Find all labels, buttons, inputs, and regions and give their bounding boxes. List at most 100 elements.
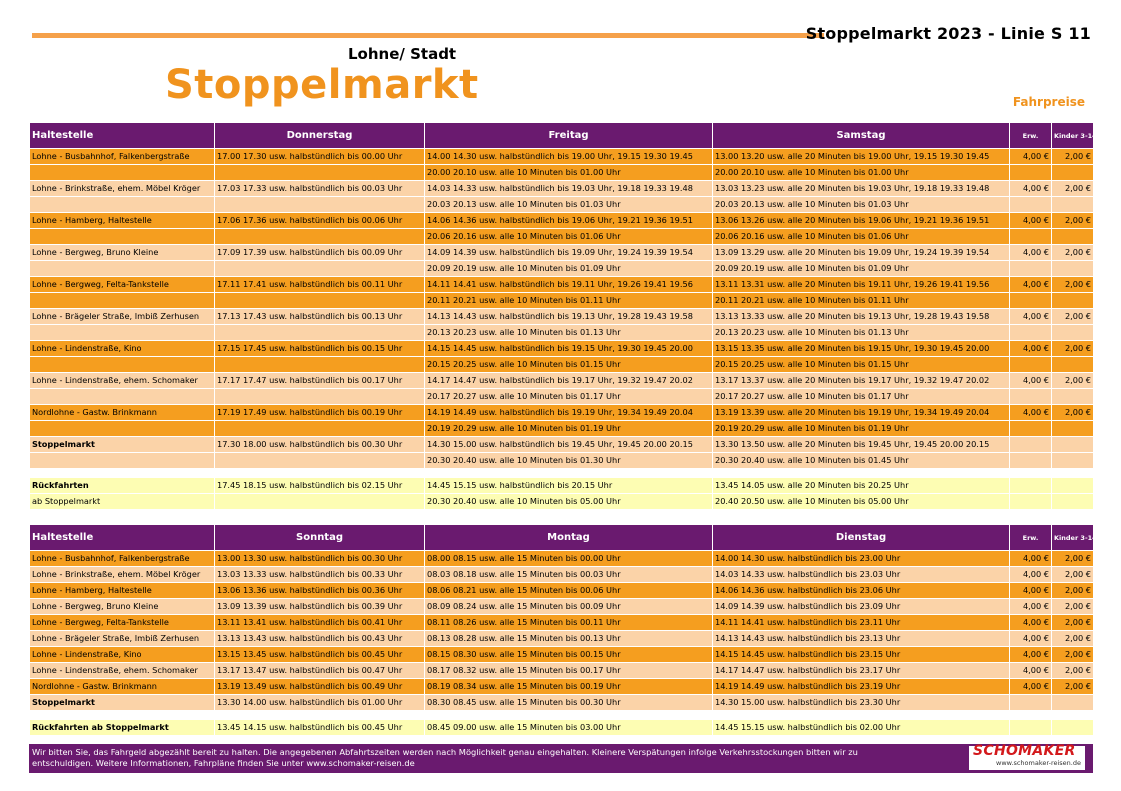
stop-name-cell: Rückfahrten <box>29 477 215 494</box>
child-fare-cell <box>1051 694 1094 711</box>
adult-fare-cell: 4,00 € <box>1009 582 1052 599</box>
table-row: Lohne - Hamberg, Haltestelle 13.06 13.36 … <box>29 582 1094 599</box>
header-accent-line <box>32 33 824 38</box>
schedule-cell: 17.19 17.49 usw. halbstündlich bis 00.19… <box>214 404 425 421</box>
schedule-cell: 14.03 14.33 usw. halbstündlich bis 23.03… <box>712 566 1010 583</box>
stop-name-cell: Lohne - Lindenstraße, Kino <box>29 340 215 357</box>
child-fare-cell <box>1051 719 1094 736</box>
adult-fare-cell: 4,00 € <box>1009 598 1052 615</box>
schedule-cell: 20.11 20.21 usw. alle 10 Minuten bis 01.… <box>712 292 1010 309</box>
table-row: Nordlohne - Gastw. Brinkmann 13.19 13.49 … <box>29 678 1094 695</box>
child-fare-cell: 2,00 € <box>1051 340 1094 357</box>
schedule-cell <box>214 468 425 478</box>
schedule-cell: 14.15 14.45 usw. halbstündlich bis 19.15… <box>424 340 713 357</box>
schedule-cell <box>214 356 425 373</box>
child-fare-cell: 2,00 € <box>1051 276 1094 293</box>
schedule-cell <box>214 228 425 245</box>
adult-fare-cell <box>1009 493 1052 510</box>
child-fare-cell <box>1051 196 1094 213</box>
adult-fare-cell <box>1009 710 1052 720</box>
adult-fare-cell: 4,00 € <box>1009 308 1052 325</box>
table-row: Stoppelmarkt 17.30 18.00 usw. halbstündli… <box>29 436 1094 453</box>
adult-fare-cell: 4,00 € <box>1009 372 1052 389</box>
stop-name-cell: Stoppelmarkt <box>29 694 215 711</box>
schedule-cell <box>214 164 425 181</box>
schedule-cell <box>214 452 425 469</box>
stop-name-cell: Lohne - Hamberg, Haltestelle <box>29 582 215 599</box>
stop-name-cell: Lohne - Brinkstraße, ehem. Möbel Kröger <box>29 180 215 197</box>
stop-name-cell: Lohne - Busbahnhof, Falkenbergstraße <box>29 550 215 567</box>
schedule-cell: 08.09 08.24 usw. alle 15 Minuten bis 00.… <box>424 598 713 615</box>
table-row: 20.13 20.23 usw. alle 10 Minuten bis 01.… <box>29 324 1094 341</box>
schedule-cell: 08.00 08.15 usw. alle 15 Minuten bis 00.… <box>424 550 713 567</box>
column-header-sunday: Sonntag <box>214 524 425 551</box>
schedule-cell: 20.30 20.40 usw. alle 10 Minuten bis 01.… <box>712 452 1010 469</box>
schedule-cell: 14.00 14.30 usw. halbstündlich bis 19.00… <box>424 148 713 165</box>
schedule-cell: 20.30 20.40 usw. alle 10 Minuten bis 05.… <box>424 493 713 510</box>
schedule-cell: 13.15 13.35 usw. alle 20 Minuten bis 19.… <box>712 340 1010 357</box>
schedule-cell: 13.30 13.50 usw. alle 20 Minuten bis 19.… <box>712 436 1010 453</box>
schedule-cell: 20.30 20.40 usw. alle 10 Minuten bis 01.… <box>424 452 713 469</box>
adult-fare-cell: 4,00 € <box>1009 180 1052 197</box>
adult-fare-cell <box>1009 420 1052 437</box>
schedule-cell: 13.13 13.43 usw. halbstündlich bis 00.43… <box>214 630 425 647</box>
adult-fare-cell <box>1009 468 1052 478</box>
schedule-cell: 14.09 14.39 usw. halbstündlich bis 19.09… <box>424 244 713 261</box>
schedule-cell: 13.00 13.30 usw. halbstündlich bis 00.30… <box>214 550 425 567</box>
child-fare-cell <box>1051 477 1094 494</box>
schedule-cell: 20.03 20.13 usw. alle 10 Minuten bis 01.… <box>712 196 1010 213</box>
adult-fare-cell <box>1009 356 1052 373</box>
schedule-cell: 13.30 14.00 usw. halbstündlich bis 01.00… <box>214 694 425 711</box>
schedule-cell: 20.40 20.50 usw. alle 10 Minuten bis 05.… <box>712 493 1010 510</box>
schedule-table-sun-tue: Haltestelle Sonntag Montag Dienstag Erw.… <box>29 524 1094 736</box>
adult-fare-cell: 4,00 € <box>1009 244 1052 261</box>
fares-label: Fahrpreise <box>1012 95 1085 109</box>
child-fare-cell: 2,00 € <box>1051 308 1094 325</box>
adult-fare-cell <box>1009 436 1052 453</box>
adult-fare-cell <box>1009 324 1052 341</box>
schedule-cell: 13.45 14.05 usw. alle 20 Minuten bis 20.… <box>712 477 1010 494</box>
child-fare-cell <box>1051 164 1094 181</box>
column-header-monday: Montag <box>424 524 713 551</box>
schedule-cell: 20.13 20.23 usw. alle 10 Minuten bis 01.… <box>712 324 1010 341</box>
child-fare-cell <box>1051 260 1094 277</box>
stop-name-cell: Lohne - Bergweg, Felta-Tankstelle <box>29 276 215 293</box>
schedule-cell: 14.11 14.41 usw. halbstündlich bis 23.11… <box>712 614 1010 631</box>
schedule-cell: 17.11 17.41 usw. halbstündlich bis 00.11… <box>214 276 425 293</box>
table-row: Rückfahrten ab Stoppelmarkt 13.45 14.15 u… <box>29 719 1094 736</box>
schedule-cell: 13.03 13.33 usw. halbstündlich bis 00.33… <box>214 566 425 583</box>
schedule-cell: 14.17 14.47 usw. halbstündlich bis 23.17… <box>712 662 1010 679</box>
schedule-cell: 08.30 08.45 usw. alle 15 Minuten bis 00.… <box>424 694 713 711</box>
child-fare-cell: 2,00 € <box>1051 372 1094 389</box>
table-row: Lohne - Bergweg, Bruno Kleine 17.09 17.39… <box>29 244 1094 261</box>
schedule-cell: 14.06 14.36 usw. halbstündlich bis 23.06… <box>712 582 1010 599</box>
child-fare-cell <box>1051 356 1094 373</box>
adult-fare-cell <box>1009 292 1052 309</box>
adult-fare-cell: 4,00 € <box>1009 678 1052 695</box>
table-row: Lohne - Bergweg, Bruno Kleine 13.09 13.39… <box>29 598 1094 615</box>
child-fare-cell: 2,00 € <box>1051 566 1094 583</box>
schedule-cell: 13.03 13.23 usw. alle 20 Minuten bis 19.… <box>712 180 1010 197</box>
adult-fare-cell: 4,00 € <box>1009 662 1052 679</box>
schedule-cell: 20.09 20.19 usw. alle 10 Minuten bis 01.… <box>424 260 713 277</box>
schedule-cell: 17.45 18.15 usw. halbstündlich bis 02.15… <box>214 477 425 494</box>
table-row: Lohne - Hamberg, Haltestelle 17.06 17.36 … <box>29 212 1094 229</box>
adult-fare-cell: 4,00 € <box>1009 212 1052 229</box>
schedule-cell: 20.06 20.16 usw. alle 10 Minuten bis 01.… <box>424 228 713 245</box>
child-fare-cell: 2,00 € <box>1051 678 1094 695</box>
stop-name-cell <box>29 260 215 277</box>
stop-name-cell <box>29 292 215 309</box>
child-fare-cell: 2,00 € <box>1051 646 1094 663</box>
schedule-cell <box>214 324 425 341</box>
spacer-row <box>29 710 1094 720</box>
column-header-adult-fare: Erw. <box>1009 524 1052 551</box>
stop-name-cell: Lohne - Bergweg, Felta-Tankstelle <box>29 614 215 631</box>
schedule-cell: 20.17 20.27 usw. alle 10 Minuten bis 01.… <box>712 388 1010 405</box>
table-row: Lohne - Bergweg, Felta-Tankstelle 13.11 1… <box>29 614 1094 631</box>
schedule-cell: 20.00 20.10 usw. alle 10 Minuten bis 01.… <box>424 164 713 181</box>
schedule-cell: 14.19 14.49 usw. halbstündlich bis 19.19… <box>424 404 713 421</box>
schedule-cell: 08.13 08.28 usw. alle 15 Minuten bis 00.… <box>424 630 713 647</box>
adult-fare-cell <box>1009 477 1052 494</box>
child-fare-cell: 2,00 € <box>1051 180 1094 197</box>
table-row: Rückfahrten 17.45 18.15 usw. halbstündlic… <box>29 477 1094 494</box>
